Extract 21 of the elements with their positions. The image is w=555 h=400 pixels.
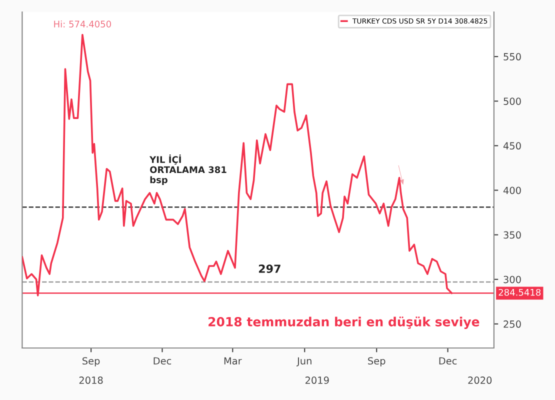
annotation: 2018 temmuzdan beri en düşük seviye [208,316,480,329]
x-tick-label: Jun [296,357,312,366]
y-tick-label: 250 [504,320,521,328]
annotation: Hi: 574.4050 [54,20,111,28]
ref-line-label: 284.5418 [498,288,541,296]
y-tick-label: 550 [504,53,521,60]
x-tick-label: Dec [439,357,457,365]
x-tick-label: Sep [368,357,386,366]
x-tick-label: Dec [154,357,172,365]
y-tick-label: 350 [504,231,521,239]
y-tick-label: 300 [504,276,521,284]
x-tick-label: Sep [82,357,100,366]
x2-tick-label: 2018 [79,376,103,384]
y-tick-label: 450 [503,142,521,150]
ref-line-label: YIL İÇİ ORTALAMA 381 bsp [149,154,226,185]
ref-line-label: 297 [258,264,280,273]
x2-tick-label: 2019 [305,376,329,384]
x-tick-label: Mar [224,357,242,365]
x2-tick-label: 2020 [468,376,492,384]
y-tick-label: 500 [504,98,521,105]
y-tick-label: 400 [503,186,521,194]
